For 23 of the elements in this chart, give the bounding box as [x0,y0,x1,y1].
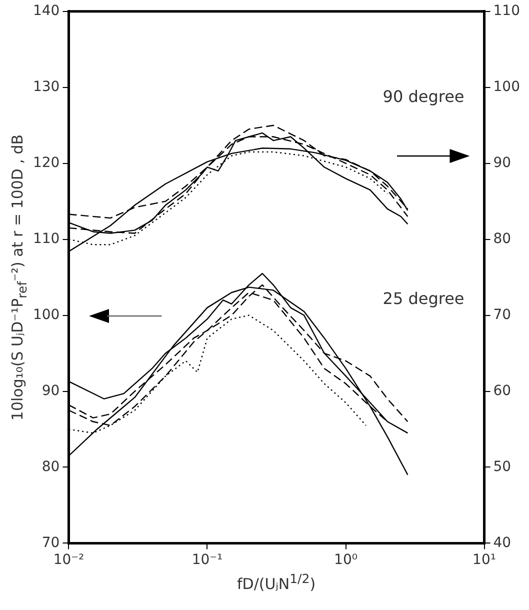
x-tick-label: 10⁰ [334,552,358,568]
y-tick-label: 100 [32,306,60,323]
y2-tick-label: 80 [493,230,512,247]
y-tick-label: 90 [42,382,60,399]
y-tick-label: 130 [32,79,60,96]
y-tick-label: 110 [32,230,60,247]
annotation: 90 degree [382,86,464,106]
annotation: 25 degree [382,288,464,308]
y2-tick-label: 40 [493,534,512,551]
y-tick-label: 70 [42,534,60,551]
y2-tick-label: 50 [493,458,512,475]
x-axis-title: fD/(UⱼN$^{1/2}$) [237,571,316,594]
y2-tick-label: 60 [493,382,512,399]
y2-tick-label: 110 [493,3,520,20]
y2-tick-label: 100 [493,79,520,96]
y-tick-label: 80 [42,458,60,475]
y2-tick-label: 90 [493,154,512,171]
x-tick-label: 10¹ [472,552,496,568]
y2-tick-label: 70 [493,306,512,323]
y-tick-label: 140 [32,3,60,20]
x-tick-label: 10⁻² [53,552,84,568]
y-tick-label: 120 [32,154,60,171]
x-tick-label: 10⁻¹ [192,552,223,568]
